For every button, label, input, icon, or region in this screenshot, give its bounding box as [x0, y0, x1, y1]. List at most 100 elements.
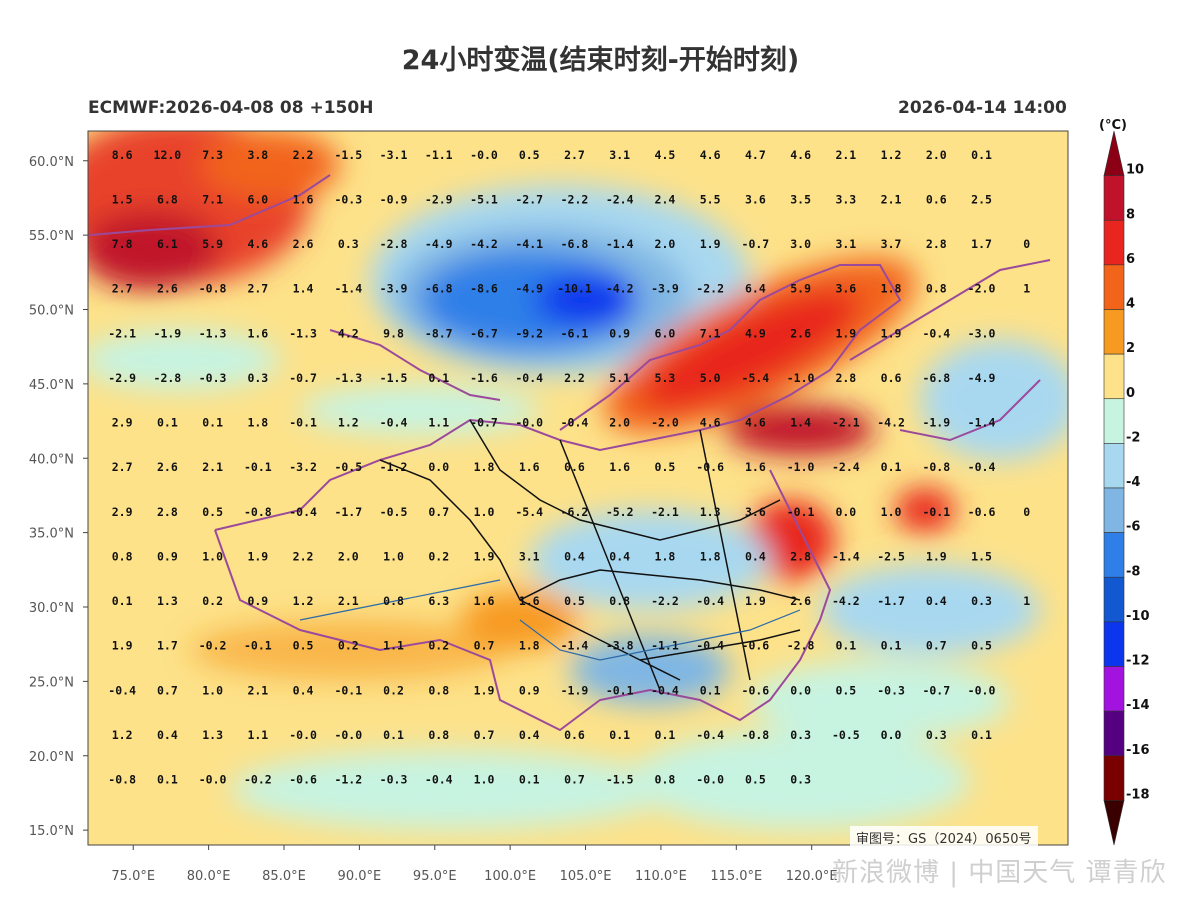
grid-value: 0.7 — [157, 683, 178, 697]
grid-value: -0.0 — [334, 728, 362, 742]
grid-value: 0.2 — [338, 639, 359, 653]
grid-value: -0.0 — [199, 773, 227, 787]
grid-value: 2.6 — [293, 237, 314, 251]
grid-value: 1.0 — [881, 505, 902, 519]
grid-value: 0.1 — [157, 773, 178, 787]
grid-value: 3.0 — [790, 237, 811, 251]
grid-value: -1.1 — [651, 639, 679, 653]
grid-value: 1.2 — [112, 728, 133, 742]
grid-value: -2.1 — [832, 416, 860, 430]
grid-value: 1.9 — [745, 594, 766, 608]
grid-value: -2.8 — [154, 371, 182, 385]
latitude-tick-label: 55.0°N — [29, 229, 74, 244]
grid-value: 1.8 — [881, 282, 902, 296]
grid-value: -0.4 — [289, 505, 317, 519]
latitude-tick-label: 25.0°N — [29, 675, 74, 690]
colorbar-tick-label: 0 — [1126, 386, 1135, 401]
map-approval-number: 审图号：GS（2024）0650号 — [850, 826, 1038, 849]
grid-value: 3.1 — [609, 148, 630, 162]
grid-value: 2.5 — [971, 192, 992, 206]
grid-value: 0.1 — [971, 728, 992, 742]
colorbar-segment — [1103, 621, 1125, 667]
grid-value: 2.7 — [112, 460, 133, 474]
colorbar-tick-label: -18 — [1126, 787, 1150, 802]
grid-value: 0.5 — [835, 683, 856, 697]
grid-value: 1.3 — [157, 594, 178, 608]
grid-value: -6.8 — [922, 371, 950, 385]
longitude-axis: 75.0°E 80.0°E 85.0°E 90.0°E 95.0°E 100.0°E 105… — [111, 845, 838, 884]
grid-value: 1.9 — [474, 683, 495, 697]
grid-value: 2.9 — [112, 416, 133, 430]
grid-value: 1.3 — [700, 505, 721, 519]
grid-value: 1.0 — [202, 683, 223, 697]
grid-value: 5.1 — [609, 371, 630, 385]
grid-value: -3.8 — [606, 639, 634, 653]
colorbar-tick-label: -12 — [1126, 654, 1150, 669]
grid-value: -0.1 — [922, 505, 950, 519]
grid-value: -0.8 — [922, 460, 950, 474]
grid-value: -0.1 — [606, 683, 634, 697]
grid-value: 1.0 — [202, 549, 223, 563]
longitude-tick-label: 85.0°E — [262, 869, 306, 884]
grid-value: 0.1 — [112, 594, 133, 608]
grid-value: 2.1 — [338, 594, 359, 608]
grid-value: -2.7 — [515, 192, 543, 206]
grid-value: 0.3 — [338, 237, 359, 251]
colorbar-segment — [1103, 666, 1125, 712]
grid-value: 1.7 — [971, 237, 992, 251]
grid-value: 0.8 — [926, 282, 947, 296]
temperature-field — [88, 131, 1068, 845]
grid-value: -0.4 — [968, 460, 996, 474]
grid-value: -1.4 — [606, 237, 634, 251]
colorbar-tick-label: -10 — [1126, 609, 1150, 624]
grid-value: -0.8 — [108, 773, 136, 787]
grid-value: -9.2 — [515, 326, 543, 340]
grid-value: 3.1 — [519, 549, 540, 563]
grid-value: -5.4 — [742, 371, 770, 385]
colorbar-tick-label: 8 — [1126, 207, 1135, 222]
grid-value: 2.7 — [112, 282, 133, 296]
grid-value: -5.1 — [470, 192, 498, 206]
grid-value: -0.6 — [968, 505, 996, 519]
grid-value: 2.6 — [790, 326, 811, 340]
grid-value: -1.2 — [334, 773, 362, 787]
latitude-tick-label: 35.0°N — [29, 527, 74, 542]
grid-value: 0.7 — [474, 728, 495, 742]
grid-value: 0.8 — [655, 773, 676, 787]
grid-value: -6.8 — [425, 282, 453, 296]
grid-value: -0.3 — [199, 371, 227, 385]
grid-value: 4.6 — [247, 237, 268, 251]
colorbar-segment — [1103, 800, 1125, 846]
grid-value: -2.0 — [651, 416, 679, 430]
grid-value: -0.1 — [244, 639, 272, 653]
grid-value: -1.5 — [606, 773, 634, 787]
grid-value: 0.7 — [428, 505, 449, 519]
grid-value: -0.3 — [877, 683, 905, 697]
grid-value: 0.6 — [926, 192, 947, 206]
grid-value: 1.5 — [112, 192, 133, 206]
grid-value: 0.6 — [564, 460, 585, 474]
grid-value: 2.8 — [835, 371, 856, 385]
grid-value: -0.7 — [289, 371, 317, 385]
colorbar-segment — [1103, 353, 1125, 400]
latitude-tick-label: 50.0°N — [29, 304, 74, 319]
grid-value: -1.5 — [334, 148, 362, 162]
grid-value: -0.3 — [380, 773, 408, 787]
grid-value: -0.4 — [425, 773, 453, 787]
grid-value: -0.4 — [696, 594, 724, 608]
grid-value: 5.0 — [700, 371, 721, 385]
grid-value: 1.1 — [247, 728, 268, 742]
grid-value: -0.6 — [289, 773, 317, 787]
grid-value: 1.9 — [835, 326, 856, 340]
grid-value: 0 — [1023, 505, 1030, 519]
grid-value: 3.8 — [247, 148, 268, 162]
grid-value: 6.0 — [247, 192, 268, 206]
longitude-tick-label: 90.0°E — [338, 869, 382, 884]
grid-value: -1.2 — [380, 460, 408, 474]
grid-value: -0.4 — [696, 639, 724, 653]
grid-value: 0.4 — [519, 728, 540, 742]
grid-value: -0.5 — [380, 505, 408, 519]
grid-value: 1 — [1023, 594, 1030, 608]
grid-value: -4.9 — [968, 371, 996, 385]
grid-value: 3.1 — [835, 237, 856, 251]
